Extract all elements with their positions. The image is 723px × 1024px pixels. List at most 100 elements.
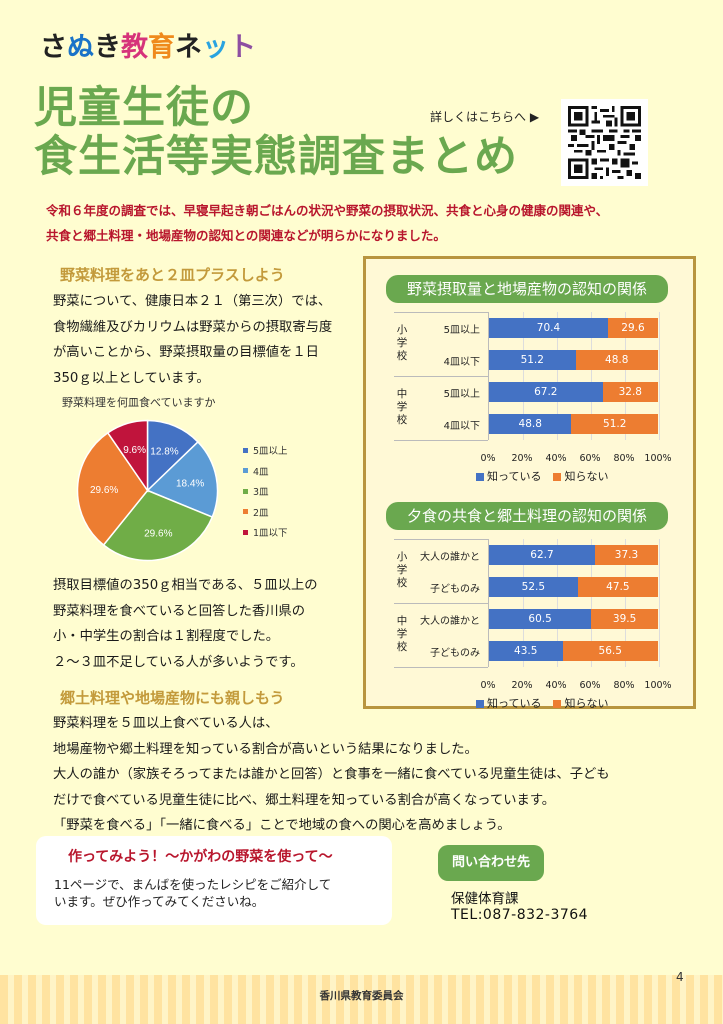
logo-char: ネ — [175, 32, 202, 63]
gridline — [625, 539, 626, 667]
bar-row: 62.7 37.3 — [489, 545, 658, 565]
logo-char: 育 — [148, 32, 175, 63]
category-label: 5皿以上 — [443, 325, 480, 336]
group-separator — [394, 376, 488, 377]
bar-segment: 32.8 — [602, 382, 658, 402]
gridline — [523, 539, 524, 667]
bar-segment: 62.7 — [489, 545, 595, 565]
paragraph-line: 食物繊維及びカリウムは野菜からの摂取寄与度 — [53, 319, 333, 335]
site-logo[interactable]: さぬき教育ネット — [40, 25, 256, 64]
legend-item: 4皿 — [243, 461, 288, 482]
legend-item: 知らない — [553, 695, 608, 711]
legend-swatch — [243, 447, 248, 453]
pie-slice — [102, 489, 214, 562]
legend-swatch — [553, 473, 562, 481]
details-link[interactable]: 詳しくはこちらへ ▶ — [430, 110, 540, 124]
contact-phone[interactable]: TEL:087-832-3764 — [451, 907, 589, 923]
group-label: 中学校 — [396, 388, 408, 426]
paragraph-line: ２～３皿不足している人が多いようです。 — [53, 654, 304, 670]
group-label: 小学校 — [396, 551, 408, 589]
x-tick-label: 0% — [480, 680, 496, 691]
pie-chart: 12.8% 18.4% 29.6% 29.6% 9.6% — [75, 418, 220, 563]
bar-segment: 48.8 — [575, 350, 658, 370]
paragraph-line: だけで食べている児童生徒に比べ、郷土料理を知っている割合が高くなっています。 — [53, 792, 556, 808]
pie-slice-label: 29.6% — [90, 485, 118, 496]
bar-segment: 43.5 — [489, 641, 563, 661]
legend-label: 知らない — [564, 697, 609, 710]
bar-segment: 51.2 — [571, 414, 658, 434]
gridline — [591, 312, 592, 440]
title-line-2: 食生活等実態調査まとめ — [34, 132, 518, 182]
gridline — [523, 312, 524, 440]
pie-slice-label: 12.8% — [150, 447, 178, 458]
recipe-text: 11ページで、まんばを使ったレシピをご紹介して います。ぜひ作ってみてくださいね… — [54, 876, 331, 910]
x-tick-label: 20% — [511, 453, 533, 464]
local-food-paragraph: 野菜料理を５皿以上食べている人は、 地場産物や郷土料理を知っている割合が高いとい… — [53, 711, 610, 839]
recipe-line: います。ぜひ作ってみてくださいね。 — [54, 894, 265, 909]
x-tick-label: 100% — [644, 453, 672, 464]
legend-item: 知らない — [553, 468, 608, 484]
category-label: 5皿以上 — [443, 389, 480, 400]
legend-swatch — [243, 509, 248, 515]
x-tick-label: 60% — [579, 453, 601, 464]
gridline — [625, 312, 626, 440]
bar-row: 52.5 47.5 — [489, 577, 658, 597]
logo-char: き — [94, 32, 121, 63]
x-tick-label: 100% — [644, 680, 672, 691]
paragraph-line: 摂取目標値の350ｇ相当である、５皿以上の — [53, 578, 318, 593]
x-tick-label: 40% — [545, 680, 567, 691]
gridline — [557, 539, 558, 667]
legend-item: 知っている — [476, 468, 541, 484]
category-label: 4皿以下 — [443, 421, 480, 432]
title-line-1: 児童生徒の — [34, 83, 254, 133]
pie-slice — [76, 431, 149, 547]
legend-swatch — [243, 529, 248, 535]
legend-item: 3皿 — [243, 481, 288, 502]
x-tick-label: 80% — [613, 680, 635, 691]
paragraph-line: 大人の誰か（家族そろってまたは誰かと回答）と食事を一緒に食べている児童生徒は、子… — [53, 767, 610, 782]
group-separator — [394, 603, 488, 604]
x-tick-label: 20% — [511, 680, 533, 691]
qr-code-icon — [568, 106, 641, 179]
legend-label: 知っている — [487, 697, 542, 710]
pie-slice-label: 18.4% — [176, 478, 204, 489]
plot-area: 70.4 29.6 51.2 48.8 67.2 32.8 48.8 51.2 — [488, 312, 660, 440]
recipe-line: 11ページで、まんばを使ったレシピをご紹介して — [54, 877, 332, 892]
gridline — [659, 539, 660, 667]
chart-legend: 知っている 知らない — [476, 468, 608, 484]
bar-segment: 52.5 — [489, 577, 578, 597]
category-label: 子どものみ — [430, 648, 480, 659]
gridline — [557, 312, 558, 440]
x-tick-label: 60% — [579, 680, 601, 691]
bar-row: 51.2 48.8 — [489, 350, 658, 370]
pie-slice — [146, 440, 219, 519]
category-label: 子どものみ — [430, 584, 480, 595]
pie-slice-label: 9.6% — [123, 445, 146, 456]
paragraph-line: が高いことから、野菜摂取量の目標値を１日 — [53, 345, 319, 360]
paragraph-line: 「野菜を食べる」「一緒に食べる」ことで地域の食への関心を高めましょう。 — [53, 818, 511, 833]
legend-label: 1皿以下 — [253, 528, 288, 540]
legend-label: 4皿 — [253, 466, 269, 478]
pie-chart-title: 野菜料理を何皿食べていますか — [62, 396, 216, 409]
axis-line-bottom — [394, 667, 488, 668]
qr-code[interactable] — [561, 99, 648, 186]
footer-stripes — [0, 975, 723, 1024]
legend-label: 知らない — [564, 470, 609, 483]
pie-slice-label: 29.6% — [144, 529, 172, 540]
contact-badge: 問い合わせ先 — [438, 845, 544, 881]
paragraph-line: 地場産物や郷土料理を知っている割合が高いという結果になりました。 — [53, 741, 478, 757]
legend-swatch — [553, 700, 562, 708]
axis-line-top — [394, 312, 488, 313]
bar-row: 67.2 32.8 — [489, 382, 658, 402]
bar-row: 48.8 51.2 — [489, 414, 658, 434]
bar-row: 70.4 29.6 — [489, 318, 658, 338]
bar-segment: 51.2 — [489, 350, 576, 370]
axis-line-bottom — [394, 440, 488, 441]
bar-segment: 37.3 — [594, 545, 658, 565]
legend-label: 5皿以上 — [253, 446, 288, 458]
vegetable-target-paragraph: 野菜について、健康日本２１（第三次）では、 食物繊維及びカリウムは野菜からの摂取… — [53, 289, 332, 391]
gridline — [591, 539, 592, 667]
pie-slice — [146, 419, 199, 493]
paragraph-line: 野菜料理を５皿以上食べている人は、 — [53, 716, 279, 731]
paragraph-line: 小・中学生の割合は１割程度でした。 — [53, 629, 280, 644]
